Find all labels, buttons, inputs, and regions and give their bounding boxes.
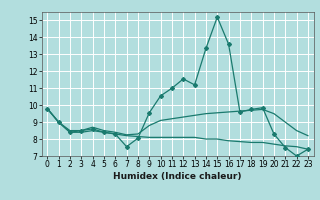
X-axis label: Humidex (Indice chaleur): Humidex (Indice chaleur) <box>113 172 242 181</box>
